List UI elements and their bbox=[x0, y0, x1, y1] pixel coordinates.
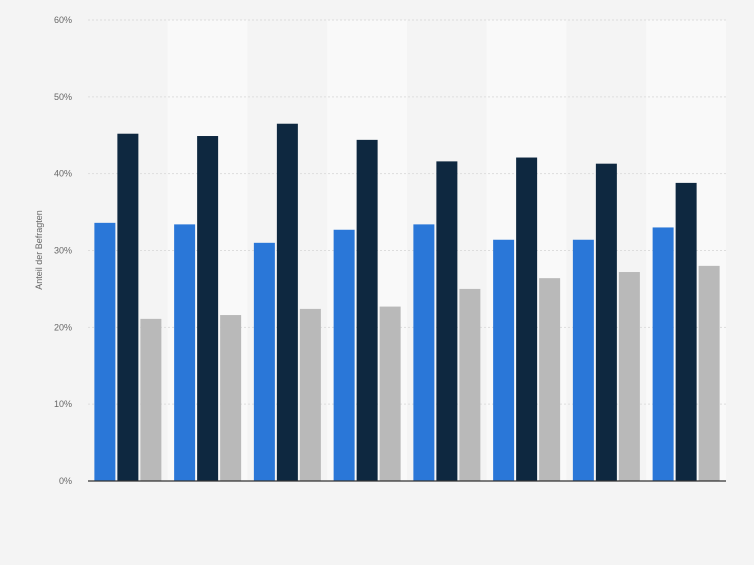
bar bbox=[197, 136, 219, 482]
bar bbox=[516, 157, 538, 481]
bar bbox=[276, 123, 298, 481]
bar bbox=[698, 265, 720, 481]
y-tick-label: 0% bbox=[59, 476, 72, 486]
bar bbox=[174, 224, 196, 482]
bar bbox=[299, 308, 321, 481]
bar bbox=[539, 278, 561, 481]
y-tick-label: 20% bbox=[54, 322, 72, 332]
bar bbox=[117, 133, 139, 482]
bar bbox=[436, 161, 458, 481]
bar bbox=[356, 139, 378, 482]
y-tick-label: 60% bbox=[54, 15, 72, 25]
y-tick-label: 30% bbox=[54, 246, 72, 256]
bar bbox=[595, 163, 617, 481]
y-tick-label: 10% bbox=[54, 399, 72, 409]
bar bbox=[220, 315, 242, 481]
bar bbox=[572, 239, 594, 481]
bar bbox=[493, 239, 515, 481]
y-tick-label: 40% bbox=[54, 169, 72, 179]
bar bbox=[675, 182, 697, 482]
y-axis-label: Anteil der Befragten bbox=[34, 210, 44, 290]
y-tick-label: 50% bbox=[54, 92, 72, 102]
bar bbox=[413, 224, 435, 482]
bar bbox=[333, 229, 355, 481]
bar bbox=[94, 222, 116, 481]
bar bbox=[459, 288, 481, 481]
bar bbox=[379, 306, 401, 481]
bar bbox=[618, 272, 640, 481]
bar bbox=[253, 242, 275, 481]
bar bbox=[652, 227, 674, 481]
bar bbox=[140, 318, 162, 481]
bars bbox=[94, 123, 720, 482]
y-tick-labels: 0% 10% 20% 30% 40% 50% 60% bbox=[54, 15, 72, 486]
